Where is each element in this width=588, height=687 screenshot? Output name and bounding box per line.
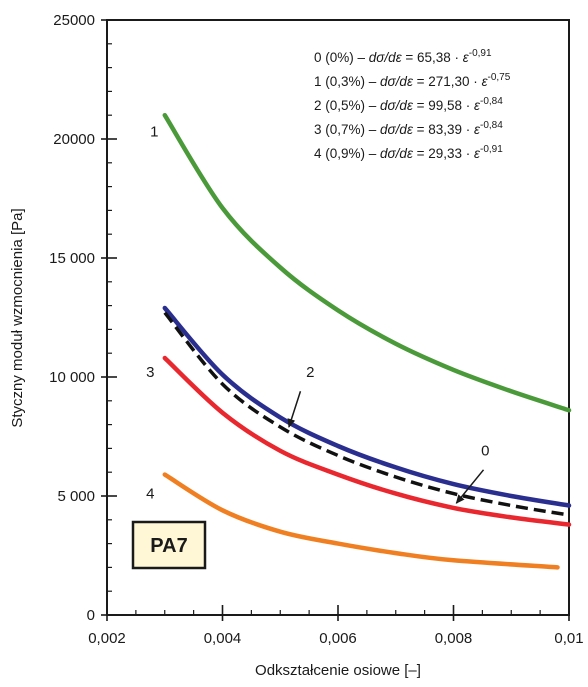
y-tick-label: 0	[87, 607, 95, 624]
sample-badge-label: PA7	[150, 535, 187, 557]
curve-label-3: 3	[146, 364, 154, 381]
legend-entry-0: 0 (0%) – dσ/dε = 65,38 · ε-0,91	[314, 48, 492, 65]
curve-label-1: 1	[150, 124, 158, 141]
y-tick-label: 25000	[53, 12, 95, 29]
curve-label-2: 2	[306, 364, 314, 381]
curve-label-layer: 1 2 3 4 0	[146, 124, 489, 503]
legend-entry-3: 3 (0,7%) – dσ/dε = 83,39 · ε-0,84	[314, 120, 503, 137]
annotation-layer	[287, 391, 485, 504]
series-layer	[162, 112, 572, 570]
curve-label-0: 0	[481, 443, 489, 460]
x-tick-label: 0,008	[435, 630, 473, 647]
x-axis-ticks: 0,002 0,004 0,006 0,008 0,01	[88, 605, 584, 647]
y-axis-ticks: 0 5 000 10 000 15 000 20000 25000	[49, 12, 117, 624]
x-tick-label: 0,01	[554, 630, 583, 647]
y-tick-label: 20000	[53, 131, 95, 148]
x-tick-label: 0,004	[204, 630, 242, 647]
y-axis-title: Styczny moduł wzmocnienia [Pa]	[9, 208, 26, 427]
x-tick-label: 0,002	[88, 630, 126, 647]
series-3-line	[162, 355, 572, 527]
curve-label-4: 4	[146, 485, 154, 502]
series-2-line	[162, 305, 572, 508]
legend-entry-4: 4 (0,9%) – dσ/dε = 29,33 · ε-0,91	[314, 144, 503, 161]
series-0-line	[163, 311, 570, 517]
series-1-line	[162, 112, 572, 413]
y-tick-label: 5 000	[57, 488, 95, 505]
arrow-to-series-0	[455, 469, 485, 504]
x-tick-label: 0,006	[319, 630, 357, 647]
x-axis-title: Odkształcenie osiowe [–]	[255, 662, 421, 679]
y-tick-label: 10 000	[49, 369, 95, 386]
legend-entry-2: 2 (0,5%) – dσ/dε = 99,58 · ε-0,84	[314, 96, 503, 113]
legend: 0 (0%) – dσ/dε = 65,38 · ε-0,91 1 (0,3%) …	[314, 48, 511, 161]
arrow-to-series-2	[287, 391, 302, 428]
y-tick-label: 15 000	[49, 250, 95, 267]
sample-badge: PA7	[131, 520, 207, 570]
series-4-line	[162, 472, 560, 570]
sample-badge-box	[131, 520, 207, 570]
legend-entry-1: 1 (0,3%) – dσ/dε = 271,30 · ε-0,75	[314, 72, 511, 89]
